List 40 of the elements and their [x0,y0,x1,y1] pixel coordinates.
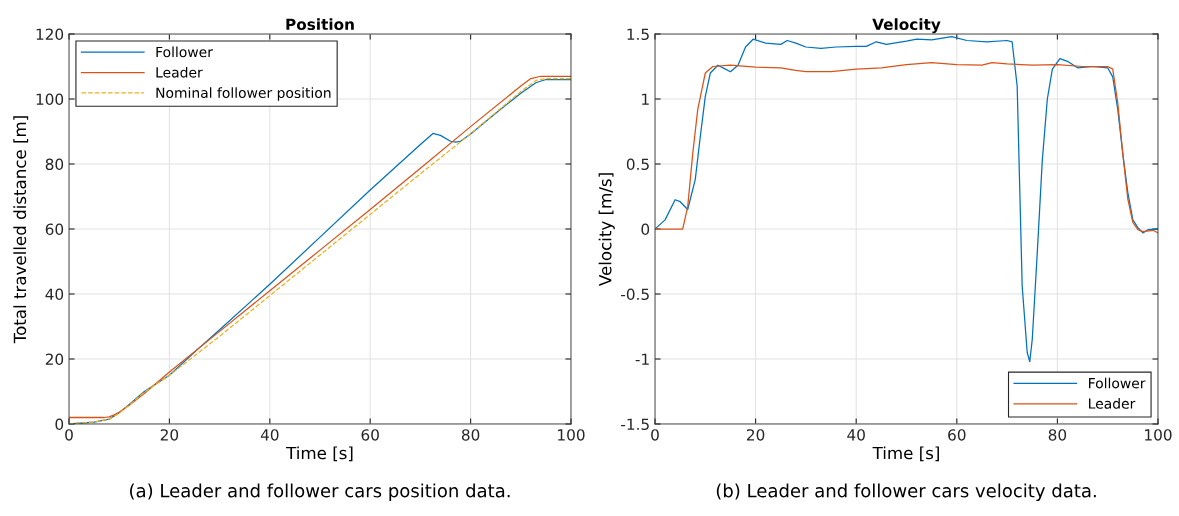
y-tick-label: 80 [45,158,64,171]
chart-title: Velocity [872,18,941,34]
text: (b) Leader and follower cars velocity data. [716,483,1096,501]
legend-label: Follower [1089,377,1146,389]
y-tick-label: 40 [45,288,64,301]
chart-title: Position [286,18,354,31]
y-tick-label: -1 [635,353,649,365]
x-tick-label: 0 [651,429,659,441]
y-tick-label: 1 [642,93,649,105]
y-tick-label: 0 [55,418,64,431]
legend-label: Nominal follower position [156,87,331,101]
y-tick-label: 20 [45,353,64,366]
x-tick-label: 100 [1145,429,1172,441]
y-tick-label: 0.5 [626,158,649,171]
text: (a) Leader and follower cars position data. [130,483,510,501]
x-tick-label: 40 [847,429,865,441]
x-tick-label: 40 [260,429,279,441]
x-tick-label: 0 [65,429,73,441]
x-tick-label: 100 [558,429,585,441]
y-tick-label: 0 [641,223,650,236]
legend-label: Follower [156,46,213,58]
y-tick-label: 60 [45,223,64,236]
legend-label: Leader [156,66,203,78]
line-series [655,61,1158,234]
x-tick-label: 80 [1048,429,1067,441]
y-axis-title: Total travelled distance [m] [13,116,29,344]
x-tick-label: 60 [948,429,966,441]
x-tick-label: 20 [160,429,179,441]
y-tick-label: 1.5 [627,28,649,41]
y-tick-label: -1.5 [621,418,649,431]
y-tick-label: 120 [36,28,64,41]
x-tick-label: 80 [461,429,480,441]
y-tick-label: 100 [36,93,64,106]
x-tick-label: 60 [361,429,379,441]
x-axis-title: Time [s] [286,446,353,462]
x-axis-title: Time [s] [872,446,939,462]
y-tick-label: -0.5 [621,288,649,301]
x-tick-label: 20 [747,429,765,441]
y-axis-title: Velocity [m/s] [598,173,615,286]
legend-label: Leader [1089,398,1136,409]
